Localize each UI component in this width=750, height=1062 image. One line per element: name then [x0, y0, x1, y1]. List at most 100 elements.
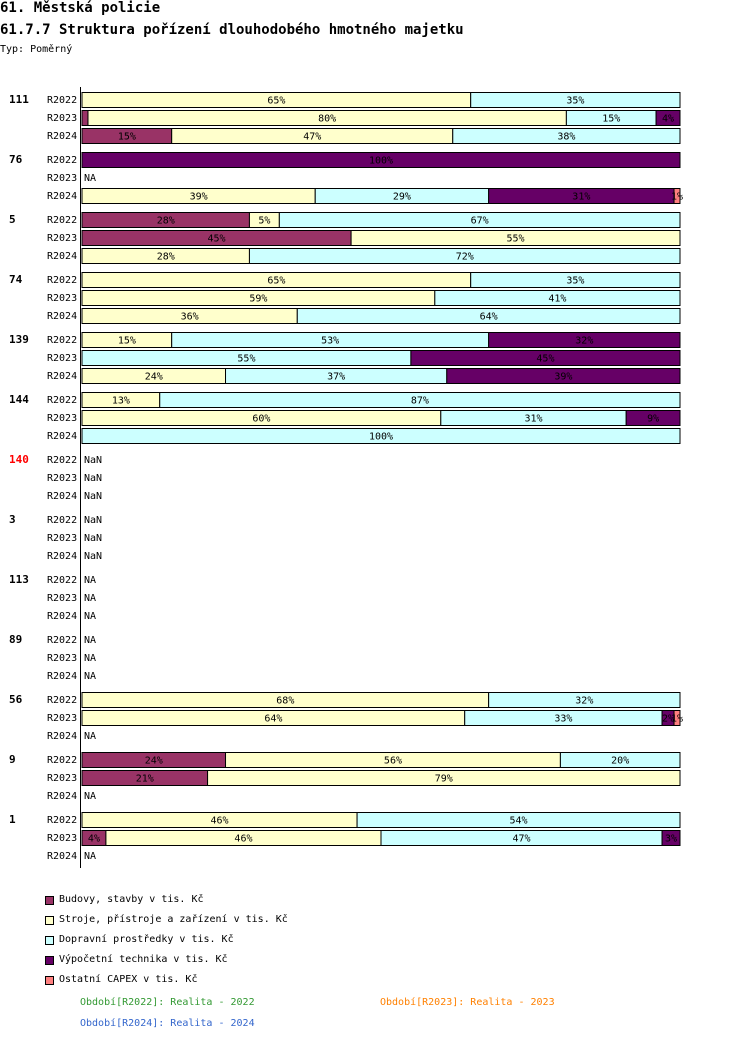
page-title: 61. Městská policie	[0, 0, 161, 16]
bar-segment-vypocetni	[446, 368, 681, 384]
data-label: 1%	[671, 192, 683, 203]
bar-segment-vypocetni	[655, 110, 681, 126]
data-label: 33%	[554, 714, 572, 725]
data-label: 47%	[303, 132, 321, 143]
period-label: R2024	[47, 671, 77, 682]
data-label: 32%	[575, 336, 593, 347]
data-label: 3%	[665, 834, 677, 845]
data-label: 15%	[118, 336, 136, 347]
na-label: NA	[84, 173, 96, 184]
legend-swatch-budovy	[45, 896, 54, 905]
data-label: 80%	[318, 114, 336, 125]
period-label: R2024	[47, 791, 77, 802]
data-label: 15%	[602, 114, 620, 125]
group-label: 56	[9, 693, 23, 706]
legend-label: Výpočetní technika v tis. Kč	[59, 954, 228, 965]
data-label: 35%	[566, 276, 584, 287]
period-legend-item: Období[R2024]: Realita - 2024	[80, 1018, 255, 1029]
group-label: 9	[9, 753, 16, 766]
legend-label: Stroje, přístroje a zařízení v tis. Kč	[59, 914, 288, 925]
data-label: 38%	[557, 132, 575, 143]
period-label: R2024	[47, 131, 77, 142]
period-label: R2022	[47, 275, 77, 286]
bar-segment-dopravni	[559, 752, 681, 768]
bar-segment-dopravni	[296, 308, 681, 324]
period-label: R2024	[47, 251, 77, 262]
period-label: R2023	[47, 713, 77, 724]
group-label: 76	[9, 153, 23, 166]
period-label: R2023	[47, 353, 77, 364]
data-label: 47%	[512, 834, 530, 845]
data-label: 5%	[258, 216, 270, 227]
legend-label: Ostatní CAPEX v tis. Kč	[59, 974, 198, 985]
data-label: 15%	[118, 132, 136, 143]
bar-segment-dopravni	[434, 290, 681, 306]
data-label: 32%	[575, 696, 593, 707]
bar-segment-dopravni	[248, 248, 681, 264]
chart-type-label: Typ: Poměrný	[0, 44, 73, 55]
bar-segment-vypocetni	[661, 830, 681, 846]
period-label: R2024	[47, 311, 77, 322]
group-label: 3	[9, 513, 16, 526]
data-label: 65%	[267, 276, 285, 287]
data-label: 100%	[369, 156, 393, 167]
bar-segment-dopravni	[278, 212, 681, 228]
data-label: 67%	[471, 216, 489, 227]
bar-segment-dopravni	[81, 428, 681, 444]
legend-label: Dopravní prostředky v tis. Kč	[59, 934, 234, 945]
data-label: 24%	[145, 372, 163, 383]
data-label: 100%	[369, 432, 393, 443]
bar-segment-budovy	[81, 110, 89, 126]
period-legend-item: Období[R2022]: Realita - 2022	[80, 997, 255, 1008]
na-label: NaN	[84, 551, 102, 562]
period-label: R2023	[47, 413, 77, 424]
period-label: R2023	[47, 653, 77, 664]
period-label: R2022	[47, 635, 77, 646]
period-label: R2023	[47, 173, 77, 184]
na-label: NA	[84, 791, 96, 802]
period-label: R2022	[47, 155, 77, 166]
data-label: 31%	[572, 192, 590, 203]
period-label: R2024	[47, 431, 77, 442]
group-label: 89	[9, 633, 22, 646]
bar-segment-vypocetni	[410, 350, 681, 366]
period-label: R2024	[47, 611, 77, 622]
period-label: R2022	[47, 215, 77, 226]
data-label: 28%	[157, 252, 175, 263]
period-label: R2024	[47, 491, 77, 502]
data-label: 45%	[208, 234, 226, 245]
data-label: 1%	[671, 714, 683, 725]
na-label: NaN	[84, 533, 102, 544]
period-label: R2022	[47, 395, 77, 406]
legend-swatch-ostatni	[45, 976, 54, 985]
data-label: 56%	[384, 756, 402, 767]
data-label: 53%	[321, 336, 339, 347]
group-label: 74	[9, 273, 23, 286]
group-label: 139	[9, 333, 29, 346]
data-label: 65%	[267, 96, 285, 107]
group-label: 144	[9, 393, 29, 406]
data-label: 4%	[88, 834, 100, 845]
na-label: NA	[84, 575, 96, 586]
bar-segment-vypocetni	[81, 152, 681, 168]
data-label: 21%	[136, 774, 154, 785]
period-label: R2022	[47, 695, 77, 706]
data-label: 46%	[211, 816, 229, 827]
data-label: 31%	[524, 414, 542, 425]
legend-label: Budovy, stavby v tis. Kč	[59, 894, 204, 905]
na-label: NaN	[84, 515, 102, 526]
period-label: R2022	[47, 455, 77, 466]
data-label: 68%	[276, 696, 294, 707]
period-label: R2023	[47, 773, 77, 784]
bar-segment-dopravni	[470, 92, 681, 108]
period-label: R2023	[47, 533, 77, 544]
group-label: 140	[9, 453, 29, 466]
group-label: 5	[9, 213, 16, 226]
bar-segment-stroje	[207, 770, 681, 786]
data-label: 79%	[435, 774, 453, 785]
data-label: 13%	[112, 396, 130, 407]
period-label: R2023	[47, 293, 77, 304]
data-label: 2%	[662, 714, 674, 725]
bar-segment-dopravni	[356, 812, 681, 828]
data-label: 35%	[566, 96, 584, 107]
